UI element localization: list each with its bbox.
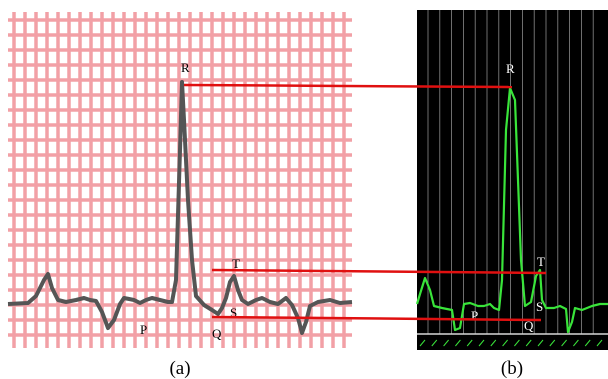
connector-t — [211, 268, 547, 275]
axis-tick-mark — [514, 339, 520, 347]
panel-a-caption: (a) — [169, 358, 190, 379]
axis-tick-mark — [431, 339, 438, 347]
panel-b: R T S P Q (b) — [415, 10, 608, 379]
axis-tick-mark — [478, 339, 485, 347]
panel-a-q-label: Q — [212, 326, 222, 341]
axis-tick-mark — [573, 339, 579, 347]
panel-b-t-label: T — [537, 254, 545, 269]
panel-a-s-label: S — [230, 305, 237, 320]
axis-tick-mark — [490, 339, 497, 347]
axis-tick-mark — [525, 339, 532, 347]
panel-b-s-label: S — [536, 299, 543, 314]
panel-b-axis-ticks — [419, 339, 603, 347]
axis-tick-mark — [596, 339, 603, 347]
axis-tick-mark — [466, 339, 473, 347]
panel-a-grid — [8, 12, 352, 348]
axis-tick-mark — [549, 339, 556, 347]
panel-b-p-label: P — [471, 308, 478, 323]
axis-tick-mark — [584, 339, 591, 347]
panel-b-r-label: R — [506, 61, 515, 76]
connector-r — [183, 83, 513, 89]
axis-tick-mark — [443, 339, 449, 347]
axis-tick-mark — [561, 339, 567, 347]
panel-a-r-label: R — [181, 60, 190, 75]
panel-a: R T S P Q (a) — [7, 12, 353, 379]
connector-lines — [183, 83, 547, 322]
panel-a-ecg-trace — [7, 80, 353, 335]
axis-tick-mark — [419, 339, 426, 347]
panel-b-q-label: Q — [524, 318, 534, 333]
axis-tick-mark — [455, 339, 461, 347]
connector-s — [211, 315, 542, 322]
axis-tick-mark — [502, 339, 508, 347]
panel-a-p-label: P — [140, 322, 147, 337]
panel-b-ecg-trace — [415, 86, 608, 334]
panel-b-background — [417, 10, 608, 350]
axis-tick-mark — [537, 339, 544, 347]
panel-a-t-label: T — [232, 256, 240, 271]
panel-b-caption: (b) — [501, 358, 523, 379]
